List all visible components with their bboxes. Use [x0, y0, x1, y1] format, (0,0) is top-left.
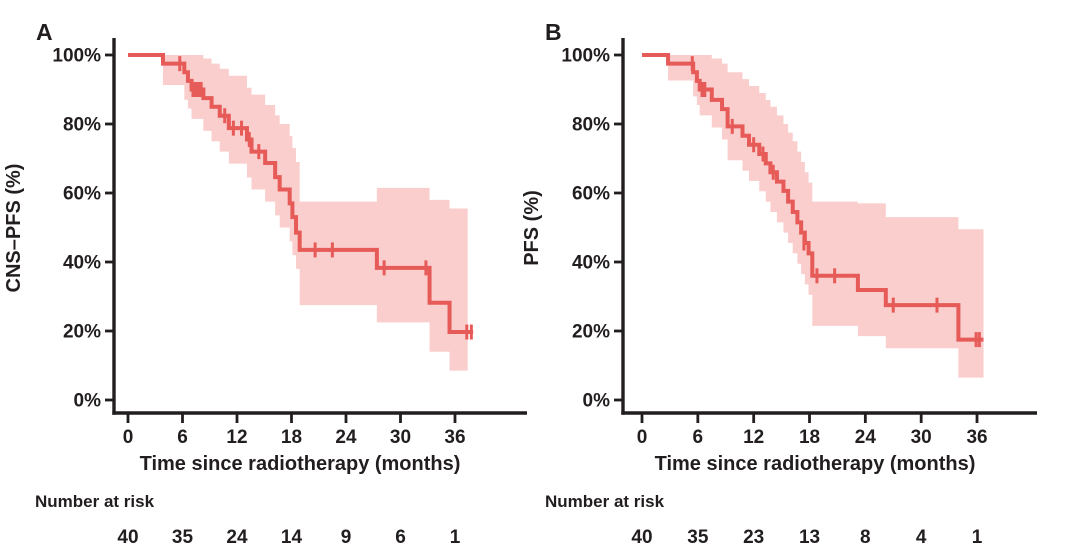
y-tick-label: 20%	[572, 322, 610, 343]
panel-b-label: B	[545, 19, 562, 45]
x-tick-label: 36	[966, 427, 987, 448]
x-tick-label: 24	[335, 427, 357, 448]
x-tick-label: 12	[226, 427, 247, 448]
y-tick-label: 100%	[561, 46, 610, 67]
risk-count: 1	[450, 527, 461, 548]
risk-count: 40	[631, 527, 652, 548]
risk-count: 14	[281, 527, 303, 548]
panel-a-label: A	[36, 19, 53, 45]
risk-count: 35	[172, 527, 194, 548]
confidence-band	[162, 55, 468, 371]
panel-a-x-axis-title: Time since radiotherapy (months)	[140, 453, 461, 475]
panel-a-risk-table-label: Number at risk	[35, 492, 155, 511]
risk-count: 40	[117, 527, 138, 548]
km-panel-b: 0% 20% 40% 60% 80% 100% 0 6 12 18 24 30 36 40 35 23 13 8 4…	[561, 38, 1037, 548]
x-tick-label: 0	[123, 427, 134, 448]
risk-count: 8	[860, 527, 871, 548]
risk-count: 23	[743, 527, 764, 548]
risk-count: 13	[799, 527, 820, 548]
y-tick-label: 80%	[572, 115, 610, 136]
risk-count: 4	[916, 527, 927, 548]
x-tick-label: 12	[743, 427, 764, 448]
panel-b-y-axis-title: PFS (%)	[521, 190, 543, 266]
x-tick-label: 30	[911, 427, 932, 448]
x-tick-label: 18	[799, 427, 820, 448]
x-tick-label: 18	[281, 427, 302, 448]
y-tick-label: 100%	[52, 46, 101, 67]
y-tick-label: 60%	[63, 184, 101, 205]
confidence-band	[668, 55, 984, 378]
risk-count: 9	[341, 527, 352, 548]
y-tick-label: 20%	[63, 322, 101, 343]
y-tick-label: 60%	[572, 184, 610, 205]
risk-count: 35	[687, 527, 709, 548]
y-tick-label: 0%	[583, 391, 611, 412]
x-tick-label: 24	[855, 427, 877, 448]
panel-a-y-axis-title: CNS–PFS (%)	[3, 164, 25, 293]
y-tick-label: 80%	[63, 115, 101, 136]
x-tick-label: 6	[177, 427, 188, 448]
km-panel-a: 0% 20% 40% 60% 80% 100% 0 6 12 18 24 30 36 40 35 24 14 9 6…	[52, 38, 527, 548]
y-tick-label: 0%	[74, 391, 102, 412]
x-tick-label: 0	[637, 427, 648, 448]
y-tick-label: 40%	[572, 253, 610, 274]
risk-count: 6	[395, 527, 406, 548]
x-tick-label: 36	[444, 427, 465, 448]
y-tick-label: 40%	[63, 253, 101, 274]
panel-b-x-axis-title: Time since radiotherapy (months)	[655, 453, 976, 475]
risk-count: 1	[972, 527, 983, 548]
x-tick-label: 6	[693, 427, 704, 448]
risk-count: 24	[226, 527, 248, 548]
panel-b-risk-table-label: Number at risk	[545, 492, 665, 511]
x-tick-label: 30	[390, 427, 411, 448]
